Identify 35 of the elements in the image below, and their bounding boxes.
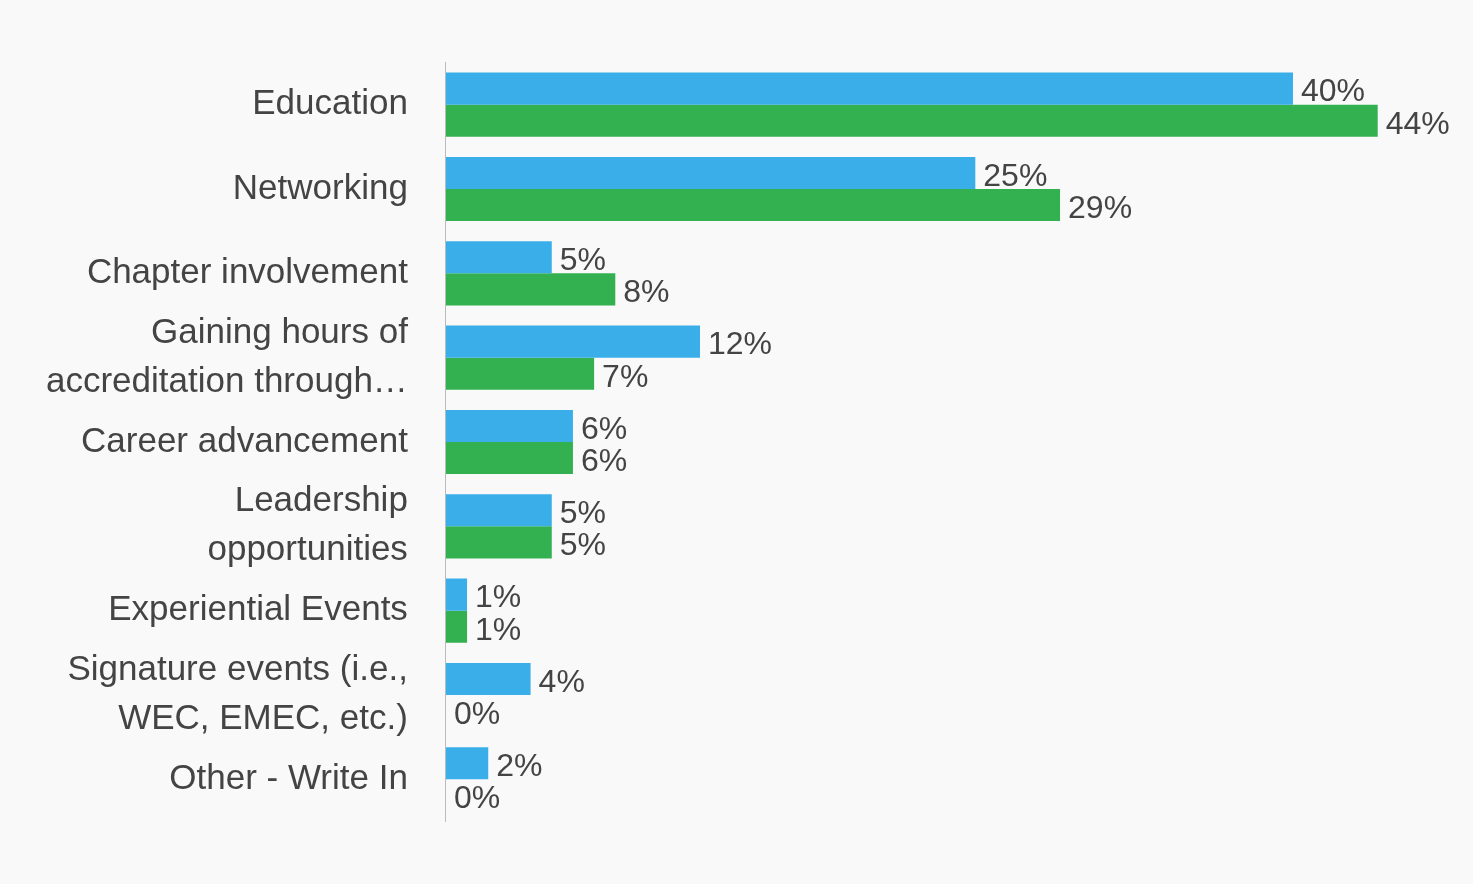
bar <box>445 72 1293 105</box>
data-label: 29% <box>1068 188 1133 225</box>
bar <box>445 442 573 475</box>
y-tick-label: Other - Write In <box>169 756 408 796</box>
bar <box>445 747 489 780</box>
data-label: 5% <box>559 241 607 278</box>
data-label: 25% <box>983 156 1048 193</box>
data-label: 44% <box>1385 104 1450 141</box>
bar <box>445 325 701 358</box>
bar <box>445 156 976 189</box>
y-tick-label: Signature events (i.e., WEC, EMEC, etc.) <box>67 648 408 737</box>
bar <box>445 526 552 559</box>
y-tick-label: Networking <box>232 166 408 206</box>
bar <box>445 357 595 390</box>
bar <box>445 104 1378 137</box>
bar <box>445 409 573 442</box>
bar <box>445 610 468 643</box>
y-tick-label: Experiential Events <box>108 588 408 628</box>
y-tick-label: Leadership opportunities <box>207 479 408 568</box>
bar <box>445 578 468 611</box>
data-label: 0% <box>453 694 501 731</box>
bar <box>445 241 552 274</box>
data-label: 40% <box>1300 72 1366 109</box>
data-label: 12% <box>708 325 773 362</box>
data-label: 8% <box>623 273 670 310</box>
bar <box>445 189 1061 222</box>
bar <box>445 273 616 306</box>
bar <box>445 662 531 695</box>
y-tick-label: Gaining hours of accreditation through… <box>45 310 409 399</box>
data-label: 7% <box>602 357 649 394</box>
y-tick-label: Chapter involvement <box>86 250 409 290</box>
bar <box>445 494 552 527</box>
data-label: 4% <box>538 662 585 699</box>
y-tick-label: Career advancement <box>81 419 409 459</box>
y-tick-label: Education <box>252 82 408 122</box>
